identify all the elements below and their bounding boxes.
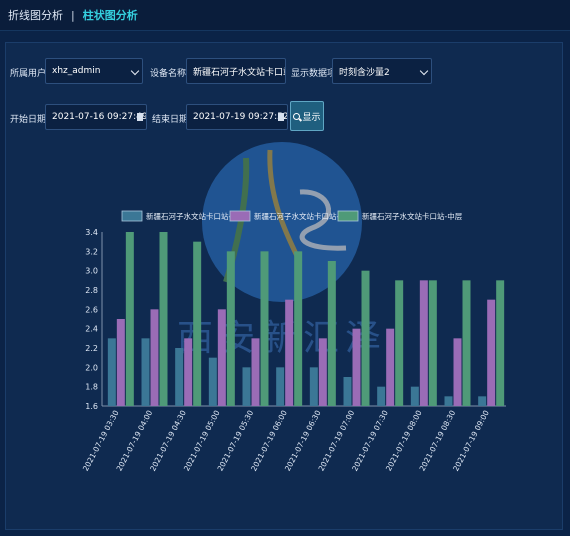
y-tick-label: 2.6 bbox=[85, 305, 98, 314]
y-tick-label: 2.4 bbox=[85, 325, 98, 334]
x-tick-label: 2021-07-19 03:30 bbox=[81, 409, 121, 473]
bar-2-2 bbox=[193, 241, 202, 406]
bar-1-4 bbox=[251, 338, 260, 406]
x-tick-label: 2021-07-19 04:30 bbox=[148, 409, 188, 473]
bar-1-2 bbox=[184, 338, 193, 406]
bar-1-6 bbox=[318, 338, 327, 406]
bar-0-2 bbox=[175, 348, 184, 406]
bar-1-11 bbox=[487, 299, 496, 406]
bar-2-1 bbox=[159, 232, 168, 406]
x-tick-label: 2021-07-19 06:30 bbox=[283, 409, 323, 473]
bar-0-0 bbox=[107, 338, 116, 406]
bar-1-5 bbox=[285, 299, 294, 406]
bar-2-8 bbox=[395, 280, 404, 406]
x-tick-label: 2021-07-19 04:00 bbox=[115, 409, 155, 473]
legend-swatch-0[interactable] bbox=[121, 210, 143, 222]
bar-0-11 bbox=[478, 396, 487, 406]
x-tick-label: 2021-07-19 06:00 bbox=[249, 409, 289, 473]
legend-label-1[interactable]: 新疆石河子水文站卡口站-上层 bbox=[254, 211, 355, 221]
end-date-label: 结束日期： bbox=[152, 115, 198, 125]
device-select-value: 新疆石河子水文站卡口站-... bbox=[193, 67, 285, 78]
device-select[interactable]: 新疆石河子水文站卡口站-... bbox=[186, 58, 286, 84]
y-tick-label: 1.8 bbox=[85, 383, 98, 392]
y-tick-label: 2.2 bbox=[85, 344, 98, 353]
bar-1-9 bbox=[419, 280, 428, 406]
start-date-value: 2021-07-16 09:27:49 bbox=[52, 112, 147, 122]
bar-2-0 bbox=[125, 232, 134, 406]
bar-2-5 bbox=[294, 251, 303, 406]
end-date-value: 2021-07-19 09:27:52 bbox=[193, 112, 288, 122]
bar-0-10 bbox=[444, 396, 453, 406]
bar-0-7 bbox=[343, 377, 352, 406]
y-tick-label: 1.6 bbox=[85, 402, 98, 411]
bar-0-8 bbox=[377, 386, 386, 406]
legend-label-2[interactable]: 新疆石河子水文站卡口站-中层 bbox=[362, 211, 463, 221]
bar-0-4 bbox=[242, 367, 251, 406]
chart-legend: 新疆石河子水文站卡口站-下层 新疆石河子水文站卡口站-上层 新疆石河子水文站卡口站-… bbox=[121, 210, 463, 222]
chart-bars bbox=[107, 232, 505, 406]
y-tick-label: 3.0 bbox=[85, 267, 98, 276]
user-label: 所属用户： bbox=[10, 69, 56, 79]
tab-line-chart-analysis[interactable]: 折线图分析 bbox=[8, 9, 63, 22]
user-select[interactable]: xhz_admin bbox=[45, 58, 143, 84]
x-tick-label: 2021-07-19 07:30 bbox=[350, 409, 390, 473]
bar-0-6 bbox=[309, 367, 318, 406]
bar-1-10 bbox=[453, 338, 462, 406]
x-tick-label: 2021-07-19 05:00 bbox=[182, 409, 222, 473]
user-select-value: xhz_admin bbox=[52, 66, 101, 76]
bar-2-6 bbox=[327, 261, 336, 406]
x-tick-label: 2021-07-19 05:30 bbox=[216, 409, 256, 473]
display-item-label: 显示数据项： bbox=[291, 69, 346, 79]
display-item-select-value: 时刻含沙量2 bbox=[339, 67, 390, 78]
x-tick-label: 2021-07-19 08:30 bbox=[418, 409, 458, 473]
bar-0-9 bbox=[410, 386, 419, 406]
query-button[interactable]: 显示 bbox=[290, 101, 324, 131]
calendar-icon bbox=[137, 113, 143, 121]
legend-swatch-1[interactable] bbox=[229, 210, 251, 222]
bar-2-10 bbox=[462, 280, 471, 406]
bar-1-8 bbox=[386, 328, 395, 406]
x-tick-label: 2021-07-19 09:00 bbox=[451, 409, 491, 473]
bar-1-1 bbox=[150, 309, 159, 406]
bar-2-3 bbox=[226, 251, 235, 406]
display-item-select[interactable]: 时刻含沙量2 bbox=[332, 58, 432, 84]
end-date-input[interactable]: 2021-07-19 09:27:52 bbox=[186, 104, 288, 130]
bar-2-7 bbox=[361, 270, 370, 406]
bar-0-3 bbox=[208, 357, 217, 406]
x-tick-label: 2021-07-19 08:00 bbox=[384, 409, 424, 473]
bar-2-4 bbox=[260, 251, 269, 406]
bar-2-9 bbox=[428, 280, 437, 406]
calendar-icon bbox=[278, 113, 284, 121]
y-tick-label: 3.4 bbox=[85, 228, 98, 237]
legend-swatch-2[interactable] bbox=[337, 210, 359, 222]
watermark-text: 西安新汇泽 bbox=[177, 318, 387, 359]
start-date-label: 开始日期： bbox=[10, 115, 56, 125]
bar-1-7 bbox=[352, 328, 361, 406]
x-tick-label: 2021-07-19 07:00 bbox=[317, 409, 357, 473]
bar-0-5 bbox=[276, 367, 285, 406]
y-tick-label: 2.8 bbox=[85, 286, 98, 295]
bar-1-3 bbox=[217, 309, 226, 406]
search-icon bbox=[293, 112, 301, 120]
tab-separator: | bbox=[71, 8, 75, 22]
bar-1-0 bbox=[116, 319, 125, 406]
y-tick-label: 2.0 bbox=[85, 363, 98, 372]
legend-label-0[interactable]: 新疆石河子水文站卡口站-下层 bbox=[146, 211, 247, 221]
query-button-label: 显示 bbox=[302, 112, 321, 123]
device-label: 设备名称： bbox=[150, 69, 196, 79]
watermark-logo bbox=[202, 142, 362, 302]
y-tick-label: 3.2 bbox=[85, 247, 98, 256]
tab-bar-chart-analysis[interactable]: 柱状图分析 bbox=[82, 9, 138, 22]
bar-0-1 bbox=[141, 338, 150, 406]
top-tab-bar: 折线图分析 | 柱状图分析 bbox=[0, 0, 570, 31]
bar-2-11 bbox=[496, 280, 505, 406]
start-date-input[interactable]: 2021-07-16 09:27:49 bbox=[45, 104, 147, 130]
